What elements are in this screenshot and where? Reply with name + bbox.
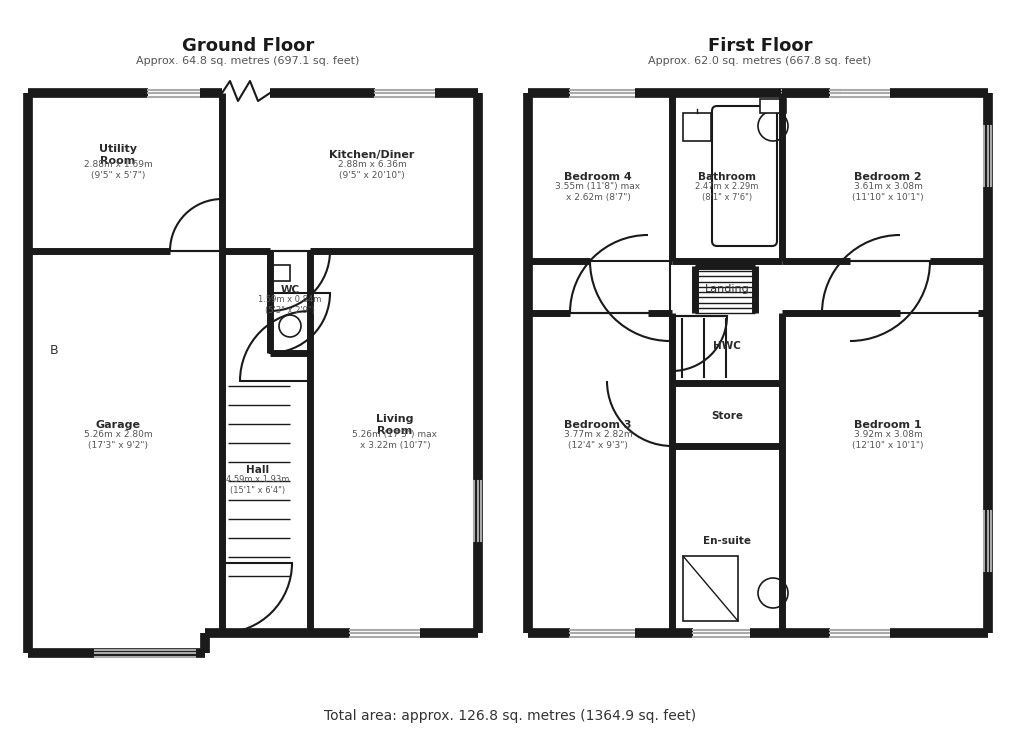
Text: Utility
Room: Utility Room — [99, 144, 137, 166]
Text: 5.26m x 2.80m
(17'3" x 9'2"): 5.26m x 2.80m (17'3" x 9'2") — [84, 431, 152, 450]
Text: Total area: approx. 126.8 sq. metres (1364.9 sq. feet): Total area: approx. 126.8 sq. metres (13… — [324, 709, 695, 723]
Text: Store: Store — [710, 411, 742, 421]
Text: Ground Floor: Ground Floor — [181, 37, 314, 55]
Text: Bedroom 4: Bedroom 4 — [564, 172, 631, 182]
Text: 4.59m x 1.93m
(15'1" x 6'4"): 4.59m x 1.93m (15'1" x 6'4") — [226, 475, 289, 495]
Text: 5.26m (17'3") max
x 3.22m (10'7"): 5.26m (17'3") max x 3.22m (10'7") — [353, 431, 437, 450]
Text: Garage: Garage — [96, 420, 141, 430]
Text: Kitchen/Diner: Kitchen/Diner — [329, 150, 415, 160]
Text: 1.59m x 0.84m
(5'3" x 2'9"): 1.59m x 0.84m (5'3" x 2'9") — [258, 296, 321, 315]
FancyBboxPatch shape — [711, 106, 776, 246]
Text: Bathroom: Bathroom — [697, 172, 755, 182]
Text: B: B — [50, 345, 58, 357]
Text: 2.88m x 6.36m
(9'5" x 20'10"): 2.88m x 6.36m (9'5" x 20'10") — [337, 160, 406, 180]
Text: Bedroom 3: Bedroom 3 — [564, 420, 631, 430]
Text: Approx. 64.8 sq. metres (697.1 sq. feet): Approx. 64.8 sq. metres (697.1 sq. feet) — [137, 56, 360, 66]
Text: 2.47m x 2.29m
(8'1" x 7'6"): 2.47m x 2.29m (8'1" x 7'6") — [695, 182, 758, 202]
Bar — [268, 265, 289, 281]
Text: 3.55m (11'8") max
x 2.62m (8'7"): 3.55m (11'8") max x 2.62m (8'7") — [555, 182, 640, 202]
Text: 3.92m x 3.08m
(12'10" x 10'1"): 3.92m x 3.08m (12'10" x 10'1") — [852, 431, 923, 450]
Text: 2.88m x 1.69m
(9'5" x 5'7"): 2.88m x 1.69m (9'5" x 5'7") — [84, 160, 152, 180]
Text: 3.61m x 3.08m
(11'10" x 10'1"): 3.61m x 3.08m (11'10" x 10'1") — [851, 182, 923, 202]
Text: Bedroom 2: Bedroom 2 — [853, 172, 921, 182]
Bar — [759, 99, 786, 113]
Text: Living
Room: Living Room — [376, 414, 414, 436]
Text: En-suite: En-suite — [702, 536, 750, 546]
Text: Approx. 62.0 sq. metres (667.8 sq. feet): Approx. 62.0 sq. metres (667.8 sq. feet) — [648, 56, 871, 66]
Text: 3.77m x 2.82m
(12'4" x 9'3"): 3.77m x 2.82m (12'4" x 9'3") — [564, 431, 632, 450]
Text: Bedroom 1: Bedroom 1 — [853, 420, 921, 430]
Bar — [683, 556, 738, 621]
Text: Hall: Hall — [247, 465, 269, 475]
Bar — [683, 113, 710, 141]
Text: Landing: Landing — [704, 284, 749, 294]
Text: HWC: HWC — [712, 341, 740, 351]
Text: WC: WC — [280, 285, 300, 295]
Text: First Floor: First Floor — [707, 37, 811, 55]
